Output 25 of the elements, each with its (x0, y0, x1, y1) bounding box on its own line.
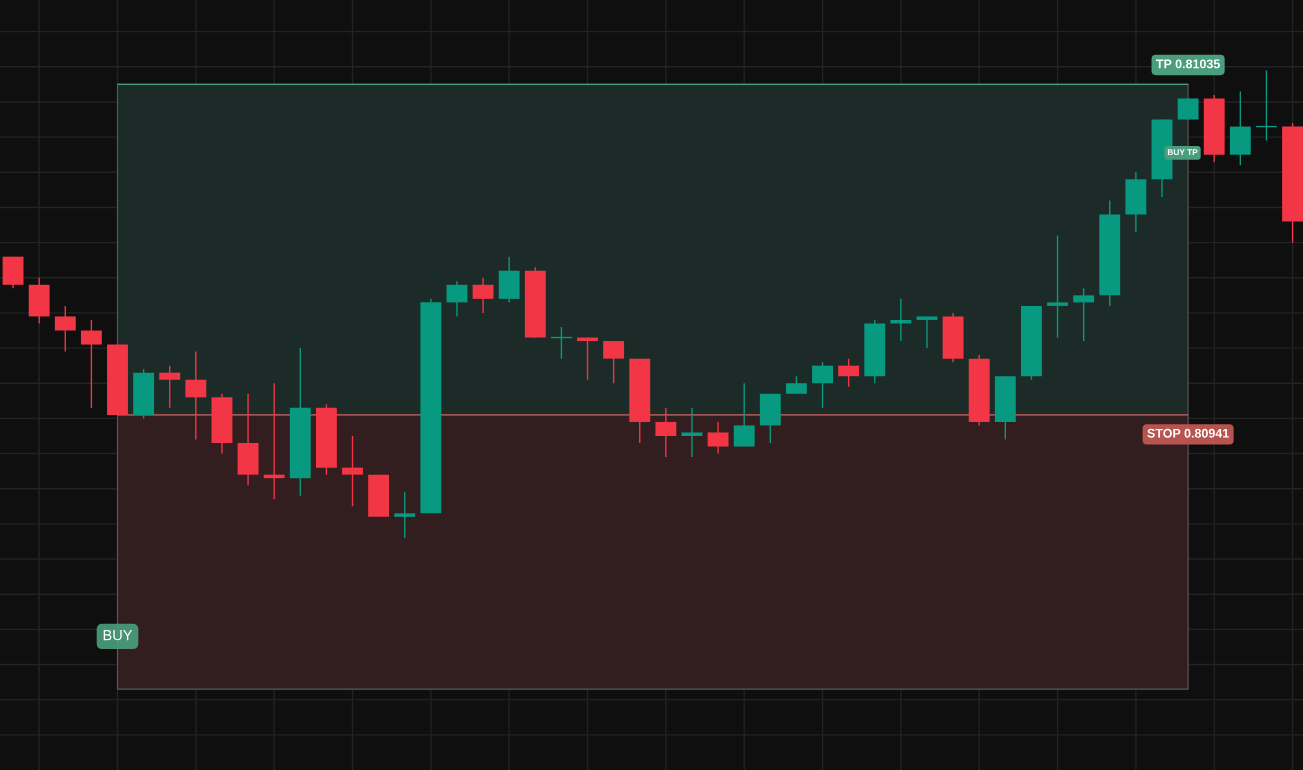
candlestick (1047, 234, 1068, 339)
candlestick (159, 364, 181, 409)
annotation: BUY (103, 630, 133, 641)
candlestick (655, 407, 677, 458)
candlestick (54, 305, 76, 353)
candlestick (342, 435, 363, 507)
candlestick (472, 277, 494, 314)
candlestick (707, 421, 729, 455)
ref-line-label: STOP 0.80941 (1147, 428, 1229, 438)
candlestick (733, 382, 755, 448)
candlestick (603, 340, 625, 384)
candlestick (394, 491, 416, 539)
candlestick (446, 280, 468, 318)
candlestick (185, 350, 207, 441)
candlestick (80, 319, 102, 409)
candlestick (550, 326, 573, 360)
annotation: BUY TP (1167, 149, 1198, 156)
candlestick (681, 407, 703, 458)
candlestick (916, 315, 938, 349)
candlestick (1073, 287, 1095, 342)
candlestick (1177, 97, 1199, 121)
candlestick (812, 361, 833, 409)
candlestick (838, 357, 860, 388)
candlestick (1255, 69, 1278, 142)
ref-line-label: TP 0.81035 (1156, 59, 1220, 69)
